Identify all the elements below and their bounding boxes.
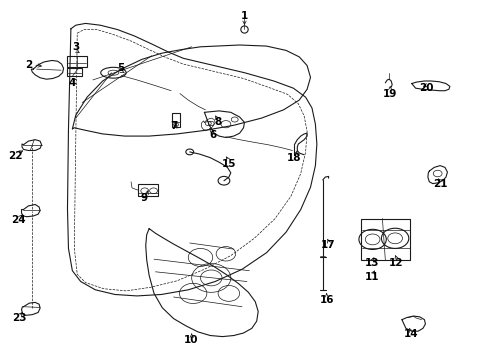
Text: 6: 6 bbox=[209, 130, 216, 140]
Text: 4: 4 bbox=[68, 78, 76, 88]
Text: 17: 17 bbox=[321, 240, 335, 250]
Text: 7: 7 bbox=[169, 121, 177, 131]
Bar bbox=[138, 184, 158, 196]
Text: 19: 19 bbox=[382, 89, 397, 99]
Text: 20: 20 bbox=[418, 83, 433, 93]
Text: 3: 3 bbox=[72, 42, 79, 52]
Text: 24: 24 bbox=[11, 215, 26, 225]
Text: 18: 18 bbox=[286, 153, 301, 163]
Text: 21: 21 bbox=[432, 179, 447, 189]
Text: 8: 8 bbox=[214, 117, 221, 127]
Text: 16: 16 bbox=[319, 294, 333, 305]
Text: 23: 23 bbox=[12, 312, 27, 323]
Text: 1: 1 bbox=[241, 11, 247, 21]
Text: 12: 12 bbox=[388, 258, 403, 268]
Text: 2: 2 bbox=[25, 60, 32, 70]
Text: 14: 14 bbox=[403, 329, 417, 339]
Text: 10: 10 bbox=[183, 335, 198, 345]
Text: 9: 9 bbox=[141, 193, 147, 203]
Bar bbox=[67, 68, 82, 76]
Text: 13: 13 bbox=[364, 258, 378, 268]
Text: 5: 5 bbox=[118, 63, 124, 73]
Text: 11: 11 bbox=[364, 272, 378, 282]
Bar bbox=[67, 56, 87, 67]
Text: 15: 15 bbox=[221, 159, 236, 169]
Text: 22: 22 bbox=[8, 150, 23, 161]
Bar bbox=[172, 113, 180, 127]
Bar bbox=[360, 219, 409, 260]
